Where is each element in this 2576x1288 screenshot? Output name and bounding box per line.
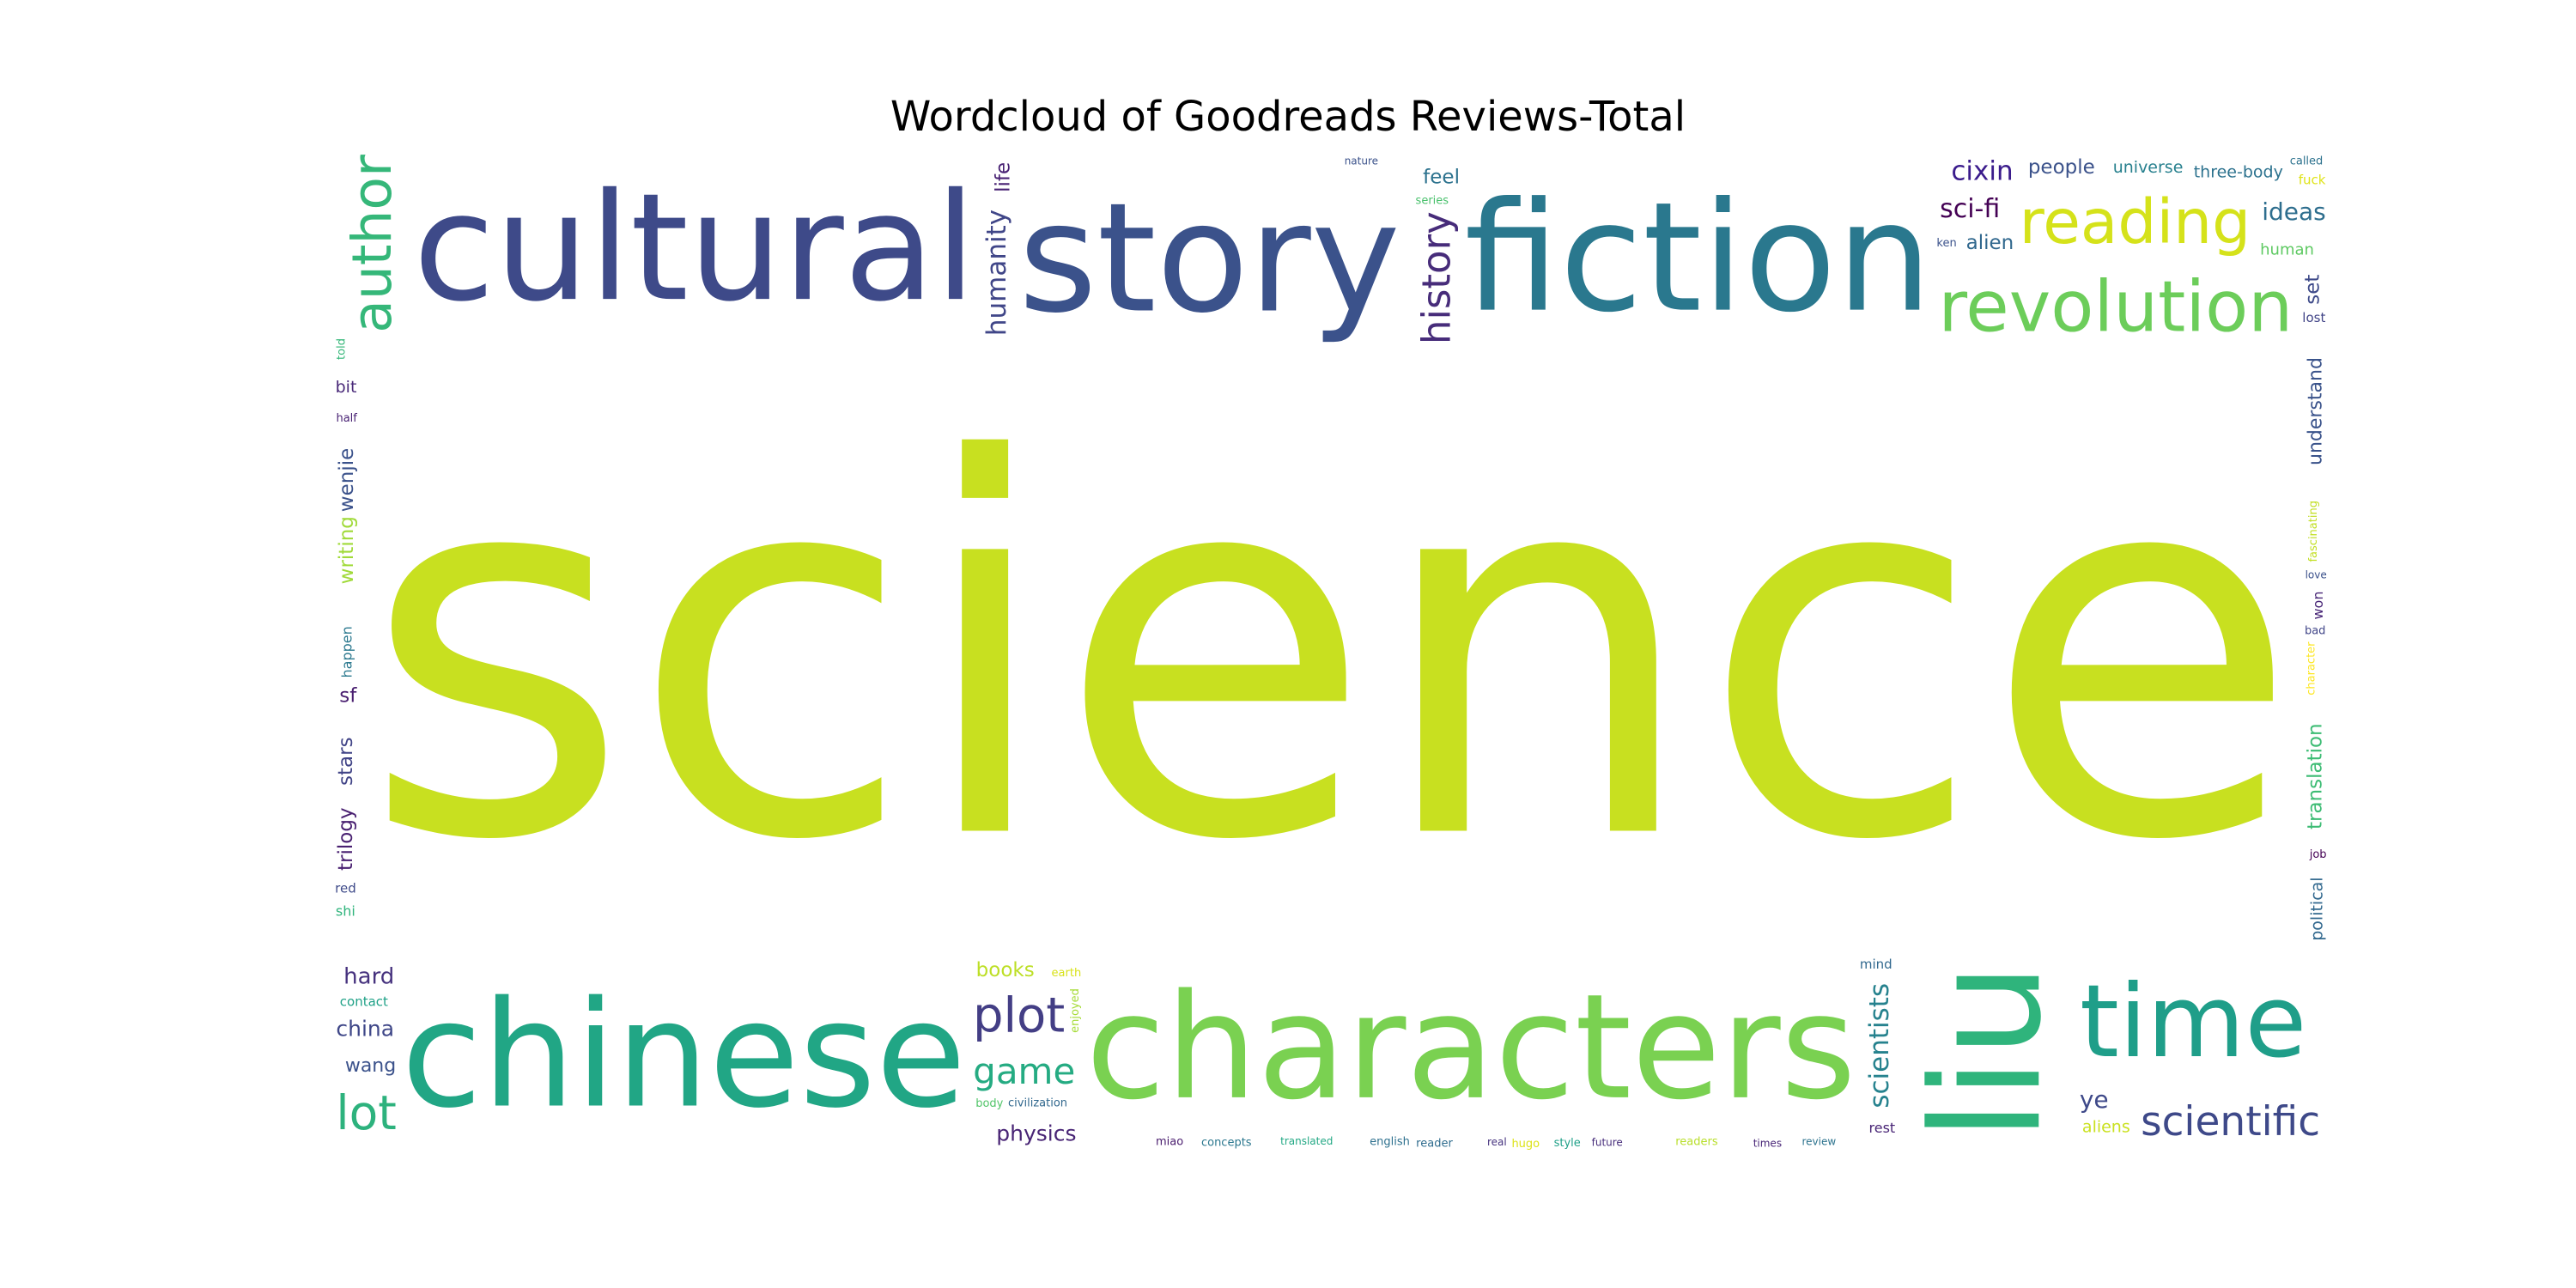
word-reader: reader (1416, 1137, 1453, 1150)
word-sf: sf (339, 685, 357, 708)
word-trilogy: trilogy (335, 807, 357, 871)
word-chinese: chinese (401, 969, 966, 1140)
word-sci-fi: sci-fi (1940, 194, 2000, 224)
word-lost: lost (2302, 310, 2325, 325)
word-characters: characters (1085, 963, 1856, 1132)
word-plot: plot (973, 987, 1065, 1043)
word-fiction: fiction (1464, 170, 1932, 346)
word-books: books (976, 959, 1035, 981)
word-contact: contact (340, 993, 388, 1009)
word-author: author (341, 155, 404, 333)
word-life: life (993, 162, 1015, 192)
word-translated: translated (1280, 1135, 1333, 1147)
word-mind: mind (1860, 957, 1893, 972)
word-happen: happen (339, 626, 355, 677)
word-miao: miao (1156, 1135, 1183, 1148)
word-china: china (336, 1017, 394, 1042)
word-wenjie: wenjie (336, 448, 358, 512)
word-red: red (335, 880, 356, 896)
word-earth: earth (1052, 967, 1082, 980)
word-people: people (2028, 156, 2095, 179)
word-rest: rest (1869, 1120, 1896, 1136)
word-scientific: scientific (2141, 1098, 2320, 1145)
word-concepts: concepts (1201, 1136, 1252, 1149)
word-translation: translation (2305, 723, 2327, 829)
word-alien: alien (1966, 232, 2014, 254)
word-cixin: cixin (1951, 156, 2013, 187)
word-game: game (973, 1050, 1075, 1092)
word-science: science (361, 353, 2300, 953)
word-revolution: revolution (1938, 266, 2293, 348)
word-english: english (1370, 1135, 1410, 1148)
word-real: real (1487, 1136, 1507, 1148)
word-history: history (1414, 211, 1460, 344)
word-physics: physics (996, 1121, 1076, 1145)
word-style: style (1554, 1137, 1581, 1150)
word-body: body (975, 1097, 1003, 1110)
word-stars: stars (335, 737, 357, 786)
word-bad: bad (2305, 624, 2325, 637)
word-times: times (1753, 1137, 1782, 1149)
word-love: love (2306, 569, 2327, 581)
word-readers: readers (1675, 1135, 1718, 1148)
word-series: series (1416, 195, 1449, 208)
word-ken: ken (1936, 237, 1956, 250)
word-shi: shi (336, 902, 355, 919)
word-called: called (2290, 155, 2324, 168)
word-wang: wang (345, 1055, 396, 1077)
word-human: human (2260, 240, 2314, 258)
word-won: won (2310, 592, 2326, 620)
word-ye: ye (2080, 1085, 2109, 1114)
word-story: story (1018, 170, 1400, 346)
word-ideas: ideas (2262, 197, 2326, 226)
word-told: told (335, 338, 348, 360)
word-aliens: aliens (2082, 1117, 2130, 1136)
word-reading: reading (2020, 186, 2251, 258)
word-civilization: civilization (1008, 1097, 1067, 1109)
word-humanity: humanity (981, 210, 1012, 336)
word-character: character (2305, 641, 2318, 696)
word-writing: writing (336, 516, 358, 584)
word-time: time (2080, 963, 2306, 1080)
word-three-body: three-body (2194, 162, 2283, 181)
word-feel: feel (1423, 167, 1460, 189)
word-set: set (2302, 275, 2324, 305)
word-review: review (1801, 1136, 1836, 1148)
word-cultural: cultural (413, 161, 976, 334)
word-job: job (2309, 848, 2327, 861)
word-understand: understand (2306, 357, 2327, 465)
word-bit: bit (336, 378, 357, 397)
word-lot: lot (336, 1085, 397, 1140)
word-hugo: hugo (1511, 1138, 1540, 1151)
word-future: future (1592, 1136, 1623, 1148)
word-universe: universe (2113, 158, 2184, 177)
word-scientists: scientists (1864, 983, 1895, 1109)
word-liu: liu (1900, 963, 2075, 1141)
word-fascinating: fascinating (2307, 501, 2320, 562)
word-fuck: fuck (2299, 172, 2326, 187)
chart-title: Wordcloud of Goodreads Reviews-Total (890, 93, 1686, 141)
word-half: half (336, 412, 357, 425)
word-nature: nature (1345, 155, 1378, 167)
word-enjoyed: enjoyed (1069, 988, 1082, 1033)
word-hard: hard (343, 964, 394, 990)
word-political: political (2307, 877, 2326, 940)
